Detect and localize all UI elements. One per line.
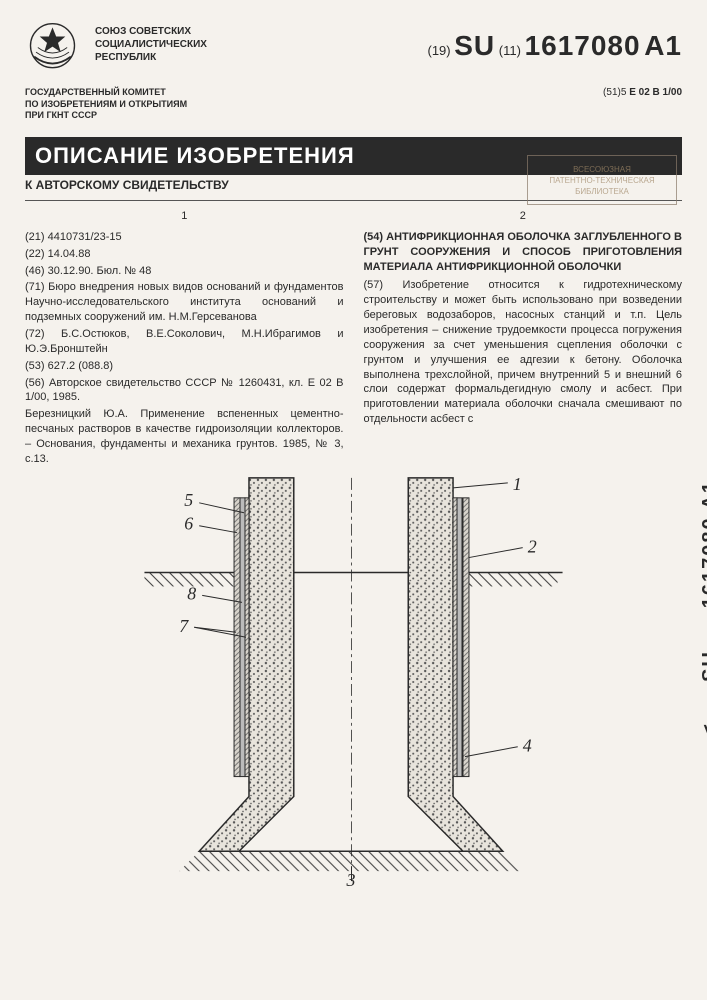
country-line: СОЦИАЛИСТИЧЕСКИХ [95,38,207,51]
country-line: СОЮЗ СОВЕТСКИХ [95,25,207,38]
reference-text: Березницкий Ю.А. Применение вспененных ц… [25,407,344,466]
field-71: (71) Бюро внедрения новых видов основани… [25,280,344,325]
committee-name: ГОСУДАРСТВЕННЫЙ КОМИТЕТ ПО ИЗОБРЕТЕНИЯМ … [25,87,187,122]
field-57: (57) Изобретение относится к гидротехнич… [364,278,683,426]
fig-label-5: 5 [184,489,193,509]
pub-mid: (11) [499,43,521,58]
publication-number: (19) SU (11) 1617080 A1 [428,20,683,62]
stamp-line: ВСЕСОЮЗНАЯ [532,164,672,175]
fig-label-6: 6 [184,513,193,533]
side-publication-number: < (19) SU (11) 1617080 A1 [699,480,707,736]
field-21: (21) 4410731/23-15 [25,230,344,245]
side-num: 1617080 A1 [699,480,707,608]
biblio-block: (21) 4410731/23-15 (22) 14.04.88 (46) 30… [25,230,344,467]
fig-label-1: 1 [513,477,522,494]
country-name: СОЮЗ СОВЕТСКИХ СОЦИАЛИСТИЧЕСКИХ РЕСПУБЛИ… [95,20,207,64]
fig-label-7: 7 [179,616,189,636]
field-54: (54) АНТИФРИКЦИОННАЯ ОБОЛОЧКА ЗАГЛУБЛЕНН… [364,230,683,275]
left-column: 1 (21) 4410731/23-15 (22) 14.04.88 (46) … [25,209,344,469]
ipc-code: E 02 B 1/00 [629,87,682,98]
pub-cc: SU [454,30,495,61]
committee-line: ГОСУДАРСТВЕННЫЙ КОМИТЕТ [25,87,187,99]
column-number: 1 [25,209,344,224]
field-72: (72) Б.С.Остюков, В.Е.Соколович, М.Н.Ибр… [25,327,344,357]
technical-figure: 1 2 4 3 5 6 7 8 [25,477,682,887]
field-22: (22) 14.04.88 [25,247,344,262]
state-emblem [25,20,80,75]
field-53: (53) 627.2 (088.8) [25,359,344,374]
committee-line: ПО ИЗОБРЕТЕНИЯМ И ОТКРЫТИЯМ [25,99,187,111]
side-cc: SU [699,650,707,682]
pub-kind: A1 [644,30,682,61]
pub-prefix: (19) [428,43,451,58]
stamp-line: ПАТЕНТНО-ТЕХНИЧЕСКАЯ [532,175,672,186]
right-column: 2 (54) АНТИФРИКЦИОННАЯ ОБОЛОЧКА ЗАГЛУБЛЕ… [364,209,683,469]
fig-label-4: 4 [523,735,532,755]
fig-label-3: 3 [346,870,356,887]
pub-num: 1617080 [525,30,641,61]
country-line: РЕСПУБЛИК [95,51,207,64]
fig-label-2: 2 [528,536,537,556]
ipc-prefix: (51)5 [603,87,626,98]
fig-label-8: 8 [187,583,196,603]
field-46: (46) 30.12.90. Бюл. № 48 [25,264,344,279]
committee-line: ПРИ ГКНТ СССР [25,110,187,122]
ipc-classification: (51)5 E 02 B 1/00 [603,87,682,122]
field-56: (56) Авторское свидетельство СССР № 1260… [25,376,344,406]
column-number: 2 [364,209,683,224]
stamp-line: БИБЛИОТЕКА [532,186,672,197]
library-stamp: ВСЕСОЮЗНАЯ ПАТЕНТНО-ТЕХНИЧЕСКАЯ БИБЛИОТЕ… [527,155,677,205]
